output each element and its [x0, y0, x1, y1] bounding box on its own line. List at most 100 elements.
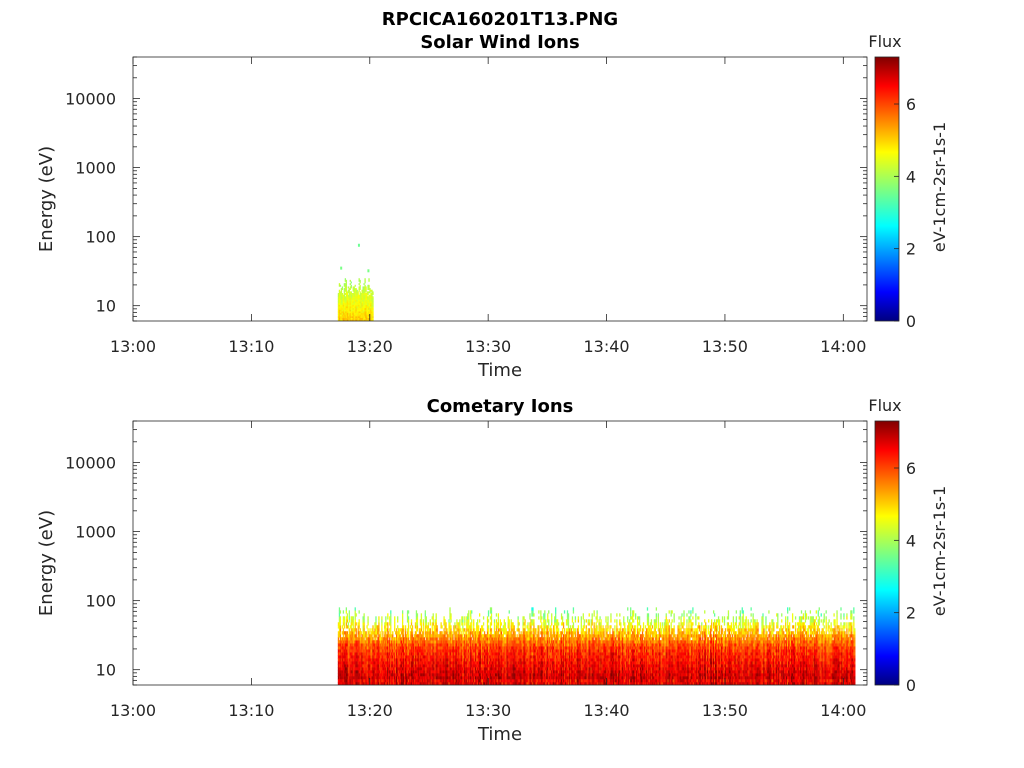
data-cell [429, 658, 431, 662]
data-cell [523, 667, 525, 671]
data-cell [362, 625, 364, 629]
data-cell [414, 673, 417, 677]
data-cell [346, 655, 348, 659]
data-cell [376, 649, 378, 653]
data-cell [483, 667, 486, 671]
data-cell [459, 658, 461, 662]
data-cell [523, 622, 525, 626]
data-cell [401, 673, 403, 677]
data-cell [346, 293, 348, 295]
data-cell [513, 628, 515, 632]
data-cell [456, 667, 458, 671]
data-cell [426, 679, 428, 683]
data-cell [473, 679, 475, 683]
data-cell [415, 649, 418, 653]
data-cell [490, 634, 493, 638]
data-cell [406, 610, 409, 614]
data-cell [371, 314, 373, 317]
data-cell [343, 293, 346, 295]
data-cell [354, 634, 356, 638]
data-cell [484, 670, 487, 674]
data-cell [475, 676, 477, 680]
data-cell [416, 661, 419, 665]
data-cell [451, 655, 453, 659]
data-cell [356, 658, 358, 662]
data-cell [345, 302, 347, 305]
data-cell [424, 676, 426, 680]
data-cell [414, 679, 417, 683]
data-cell [470, 673, 472, 677]
data-cell [361, 319, 363, 321]
data-cell [439, 673, 441, 677]
data-cell [522, 676, 524, 680]
data-cell [464, 679, 466, 683]
data-cell [453, 625, 455, 629]
data-cell [421, 637, 424, 641]
data-cell [440, 643, 442, 647]
data-cell [359, 676, 361, 680]
data-cell [500, 679, 503, 683]
data-cell [354, 291, 356, 294]
data-cell [387, 643, 389, 647]
data-cell [504, 622, 506, 626]
data-cell [386, 646, 388, 650]
colorbar-title: Flux [868, 32, 901, 51]
data-cell [512, 646, 514, 650]
data-cell [385, 670, 387, 674]
data-cell [344, 302, 347, 305]
data-cell [453, 673, 455, 677]
data-cell [426, 634, 428, 638]
data-cell [467, 667, 469, 671]
data-cell [494, 643, 497, 647]
data-cell [537, 661, 539, 665]
data-cell [511, 628, 513, 632]
data-cell [452, 676, 454, 680]
data-cell [397, 682, 399, 685]
data-cell [504, 676, 506, 680]
data-cell [353, 311, 355, 314]
data-cell [491, 673, 494, 677]
data-cell [503, 619, 505, 623]
data-cell [342, 649, 345, 653]
data-cell [494, 667, 497, 671]
data-cell [500, 631, 503, 635]
data-cell [467, 625, 469, 629]
data-cell [369, 302, 371, 305]
data-cell [350, 309, 352, 312]
data-cell [424, 658, 426, 662]
data-cell [467, 613, 469, 617]
data-cell [447, 664, 449, 668]
data-cell [358, 307, 360, 310]
data-cell [357, 631, 359, 635]
data-cell [537, 625, 539, 629]
data-cell [497, 664, 500, 668]
data-cell [505, 658, 507, 662]
data-cell [363, 317, 365, 320]
data-cell [387, 646, 389, 650]
data-cell [344, 299, 347, 302]
data-cell [360, 312, 362, 315]
data-cell [358, 319, 360, 321]
data-cell [337, 673, 340, 677]
data-cell [341, 667, 344, 671]
data-cell [488, 640, 491, 644]
data-cell [355, 664, 357, 668]
data-cell [393, 682, 395, 685]
data-cell [409, 625, 412, 629]
data-cell [525, 682, 527, 685]
data-cell [522, 634, 524, 638]
data-cell [418, 676, 421, 680]
data-cell [419, 658, 422, 662]
data-cell [367, 622, 369, 626]
data-cell [489, 661, 492, 665]
data-cell [367, 317, 369, 320]
data-cell [339, 676, 342, 680]
data-cell [415, 619, 418, 623]
data-cell [493, 619, 496, 623]
data-cell [441, 643, 443, 647]
data-cell [389, 673, 391, 677]
data-cell [372, 317, 374, 320]
data-cell [519, 634, 521, 638]
data-cell [345, 304, 347, 307]
data-cell [414, 652, 417, 656]
